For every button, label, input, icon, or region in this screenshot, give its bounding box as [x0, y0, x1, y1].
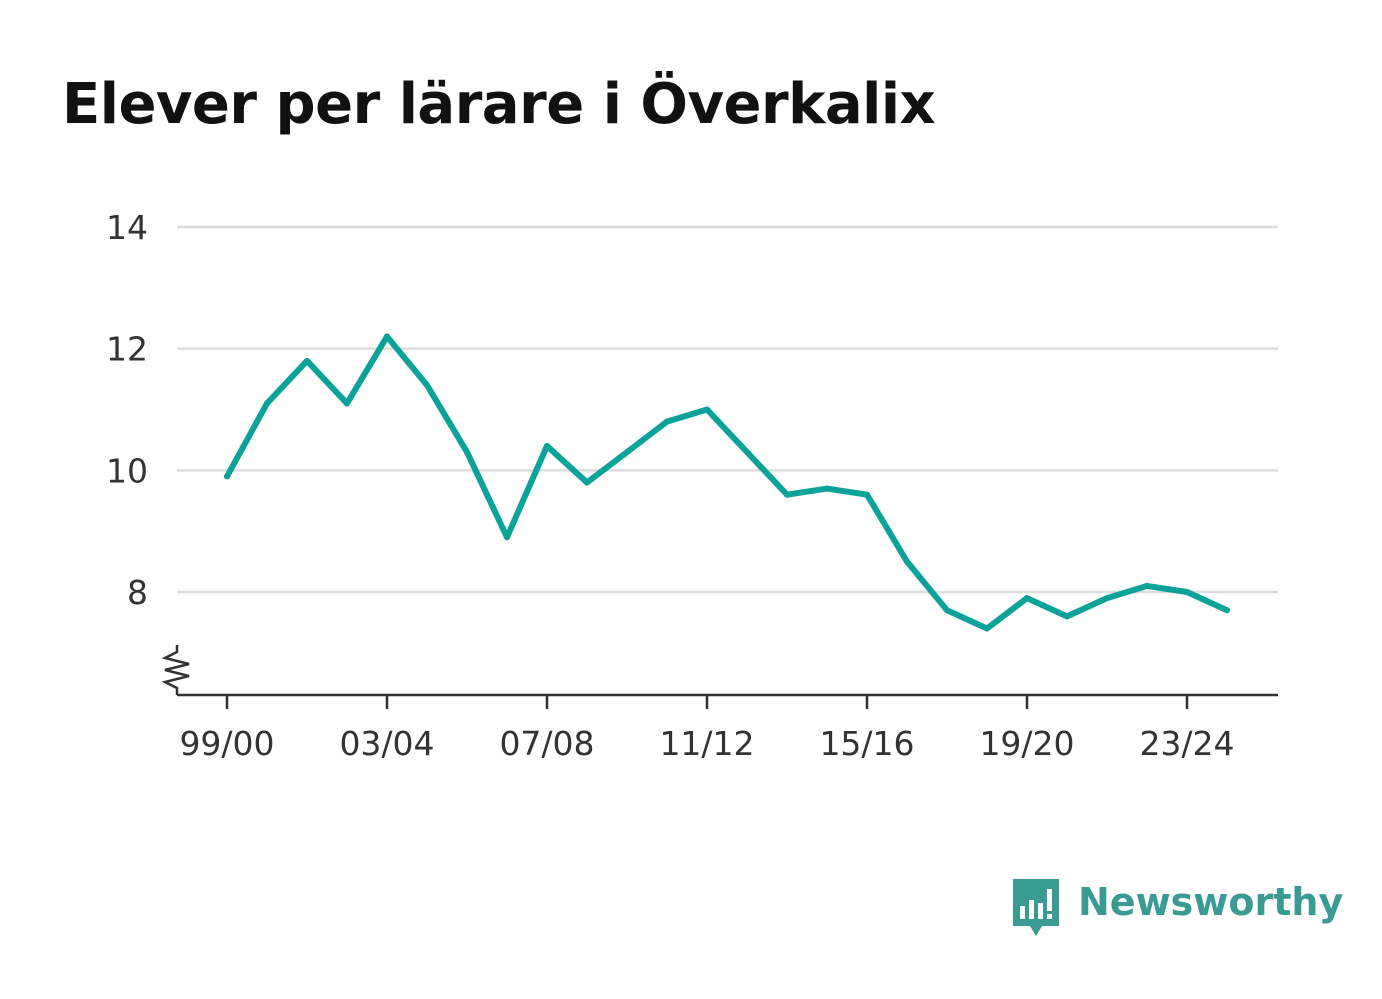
- x-tick-label: 07/08: [499, 724, 594, 763]
- data-point: [464, 449, 470, 456]
- data-point: [744, 449, 750, 456]
- data-point: [344, 400, 350, 407]
- data-point: [1024, 595, 1030, 602]
- y-tick-label: 8: [127, 573, 148, 612]
- data-point: [1064, 613, 1070, 620]
- data-point: [824, 485, 830, 492]
- y-tick-label: 14: [106, 208, 148, 247]
- chart-title: Elever per lärare i Överkalix: [62, 72, 936, 137]
- y-axis-break: [161, 645, 190, 695]
- data-point: [584, 479, 590, 486]
- newsworthy-brand: Newsworthy: [1010, 876, 1343, 940]
- newsworthy-logo-icon: [1013, 879, 1059, 936]
- x-axis-ticks: 99/00 03/04 07/08 11/12 15/16 19/20 23/24: [179, 695, 1235, 763]
- data-point: [304, 357, 310, 364]
- x-tick-label: 23/24: [1139, 724, 1234, 763]
- data-point: [1104, 595, 1110, 602]
- data-point: [704, 406, 710, 413]
- data-point: [624, 449, 630, 456]
- data-point: [864, 491, 870, 498]
- data-point: [424, 382, 430, 389]
- data-point: [1184, 589, 1190, 595]
- data-point: [1144, 582, 1150, 589]
- y-tick-label: 12: [106, 330, 148, 369]
- series-line: [224, 333, 1230, 632]
- data-point: [264, 400, 270, 407]
- data-point: [784, 491, 790, 498]
- data-point: [384, 333, 390, 340]
- y-axis-ticks: 8 10 12 14: [106, 208, 148, 612]
- brand-name: Newsworthy: [1078, 880, 1344, 924]
- data-point: [984, 625, 990, 632]
- x-tick-label: 11/12: [659, 724, 754, 763]
- data-point: [664, 418, 670, 425]
- data-point: [904, 558, 910, 565]
- x-tick-label: 19/20: [979, 724, 1074, 763]
- x-tick-label: 99/00: [179, 724, 274, 763]
- data-point: [504, 534, 510, 541]
- data-point: [944, 607, 950, 614]
- y-tick-label: 10: [106, 451, 148, 490]
- data-point: [1224, 607, 1230, 614]
- data-point: [224, 473, 230, 480]
- x-tick-label: 03/04: [339, 724, 434, 763]
- x-axis: [161, 645, 1278, 697]
- data-point: [544, 443, 550, 449]
- x-tick-label: 15/16: [819, 724, 914, 763]
- series: [224, 333, 1230, 632]
- gridlines: [177, 225, 1278, 594]
